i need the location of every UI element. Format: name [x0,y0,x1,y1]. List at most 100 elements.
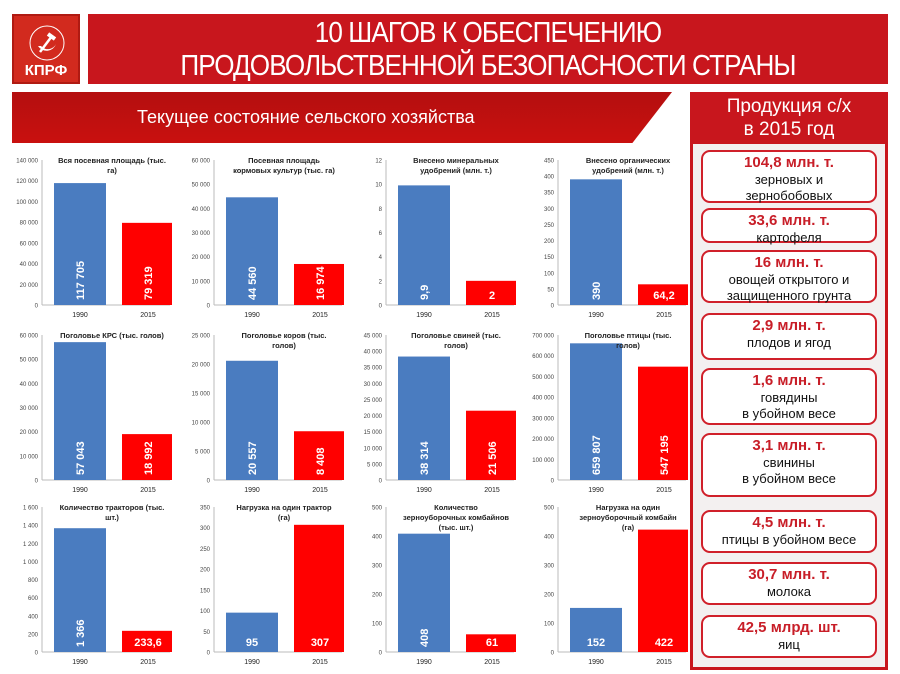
y-tick-label: 400 [28,614,39,620]
y-tick-label: 60 000 [192,159,211,165]
x-tick-label: 2015 [656,312,672,319]
production-card: 30,7 млн. т. молока [701,562,877,605]
page-title: 10 ШАГОВ К ОБЕСПЕЧЕНИЮ ПРОДОВОЛЬСТВЕННОЙ… [88,14,888,84]
y-tick-label: 15 000 [364,430,383,436]
bar-value-label: 44 560 [247,266,259,300]
production-title: Продукция с/х в 2015 год [693,92,885,144]
chart-title: (га) [278,513,291,522]
y-tick-label: 100 [372,622,383,628]
y-tick-label: 50 000 [192,183,211,189]
production-panel: Продукция с/х в 2015 год 104,8 млн. т. зе… [690,92,888,670]
chart-title: Поголовье КРС (тыс. голов) [60,331,164,340]
chart-title: Поголовье свиней (тыс. [411,331,501,340]
bar-1990 [54,528,106,652]
y-tick-label: 300 000 [532,416,554,422]
y-tick-label: 150 [200,588,211,594]
y-tick-label: 4 [379,255,383,261]
y-tick-label: 600 [28,596,39,602]
production-desc: в убойном весе [742,406,836,421]
bar-2015 [122,434,174,480]
bar-value-label: 422 [655,637,673,649]
y-tick-label: 0 [35,651,39,657]
bar-1990 [226,612,278,652]
chart-title: га) [107,166,117,175]
production-card: 2,9 млн. т. плодов и ягод [701,313,877,360]
y-tick-label: 0 [551,479,555,485]
chart-title: Внесено органических [586,156,671,165]
bar-value-label: 95 [246,637,258,649]
bar-chart: 0 5 000 10 000 15 000 20 000 25 000 30 000 35 0… [344,325,518,497]
title-line-2: ПРОДОВОЛЬСТВЕННОЙ БЕЗОПАСНОСТИ СТРАНЫ [180,50,796,82]
y-tick-label: 800 [28,578,39,584]
x-tick-label: 2015 [484,312,500,319]
bar-value-label: 21 506 [487,441,499,475]
chart-title: удобрений (млн. т.) [420,166,492,175]
chart-title: голов) [272,341,296,350]
logo-text: КПРФ [24,62,68,79]
bar-value-label: 20 557 [247,441,259,475]
chart-title: кормовых культур (тыс. га) [233,166,335,175]
y-tick-label: 10 000 [20,454,39,460]
bar-2015 [466,634,518,652]
y-tick-label: 10 000 [192,421,211,427]
x-tick-label: 1990 [588,659,604,666]
production-title-line-2: в 2015 год [743,119,835,140]
bar-1990 [226,360,278,480]
y-tick-label: 500 [544,506,555,512]
bar-1990 [570,607,622,652]
production-value: 16 млн. т. [754,254,824,271]
y-tick-label: 10 000 [192,279,211,285]
x-tick-label: 1990 [244,312,260,319]
y-tick-label: 100 [544,271,555,277]
bar-1990 [54,183,106,305]
y-tick-label: 100 [200,609,211,615]
production-desc: зерновых и [754,172,824,187]
production-value: 30,7 млн. т. [748,566,830,583]
production-value: 4,5 млн. т. [752,514,826,531]
y-tick-label: 0 [207,651,211,657]
y-tick-label: 30 000 [192,231,211,237]
x-tick-label: 1990 [588,487,604,494]
y-tick-label: 30 000 [364,382,383,388]
bar-chart: 0 100 200 300 400 500 408 1990 61 2015 Количество з… [344,497,518,669]
y-tick-label: 40 000 [20,262,39,268]
production-desc: говядины [760,390,818,405]
x-tick-label: 1990 [72,659,88,666]
bar-2015 [638,366,690,480]
bar-value-label: 547 195 [659,435,671,475]
bar-value-label: 408 [419,629,431,647]
chart-title: Нагрузка на один трактор [236,503,332,512]
y-tick-label: 20 000 [364,414,383,420]
production-value: 42,5 млрд. шт. [737,619,841,636]
production-title-line-1: Продукция с/х [726,96,852,117]
production-desc: плодов и ягод [747,335,831,350]
x-tick-label: 2015 [140,487,156,494]
chart-title: Внесено минеральных [413,156,499,165]
kprf-logo: КПРФ [12,14,80,84]
bar-1990 [570,343,622,480]
y-tick-label: 25 000 [192,334,211,340]
bar-value-label: 2 [489,290,495,302]
y-tick-label: 30 000 [20,406,39,412]
chart-title: (тыс. шт.) [439,523,474,532]
x-tick-label: 2015 [312,659,328,666]
chart-title: Поголовье коров (тыс. [241,331,326,340]
chart-title: Вся посевная площадь (тыс. [58,156,166,165]
bar-chart: 0 200 400 600 800 1 000 1 200 1 400 1 600 1 366 19… [0,497,174,669]
y-tick-label: 20 000 [192,363,211,369]
y-tick-label: 0 [207,479,211,485]
production-desc: птицы в убойном весе [721,532,857,547]
chart-title: голов) [616,341,640,350]
y-tick-label: 6 [379,231,383,237]
y-tick-label: 10 [375,183,382,189]
bar-value-label: 57 043 [75,441,87,475]
production-desc: защищенного грунта [726,288,852,303]
chart-title: (га) [622,523,635,532]
y-tick-label: 50 [547,287,554,293]
production-desc: свинины [763,455,815,470]
bar-chart: 0 100 000 200 000 300 000 400 000 500 000 600 … [516,325,690,497]
y-tick-label: 200 000 [532,437,554,443]
bar-chart: 0 50 100 150 200 250 300 350 400 450 390 1990 64,2 20… [516,150,690,322]
production-value: 1,6 млн. т. [752,372,826,389]
bar-chart: 0 20 000 40 000 60 000 80 000 100 000 120 000 1… [0,150,174,322]
